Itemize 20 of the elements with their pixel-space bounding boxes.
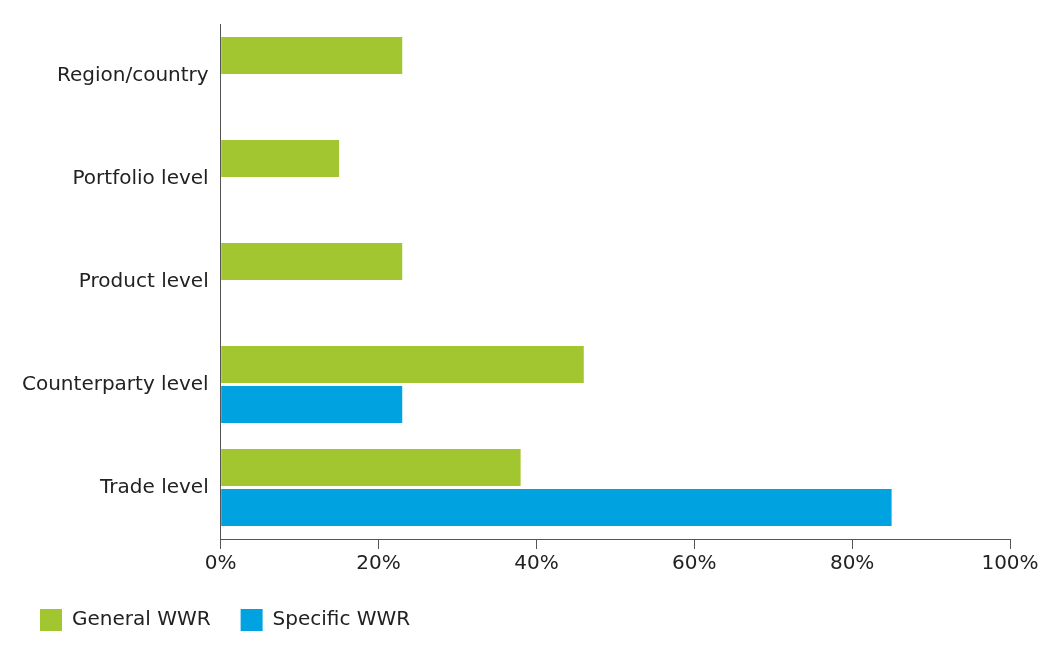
bar [221,36,403,74]
bar [221,242,403,280]
x-tick-label: 0% [204,550,237,575]
bar [221,345,584,383]
x-tick-label: 40% [514,550,559,575]
legend-label: Specific WWR [272,606,411,631]
y-tick-label: Trade level [99,473,209,498]
x-tick-label: 60% [672,550,717,575]
x-tick-label: 80% [829,550,875,575]
bar [221,386,403,424]
bar [221,489,892,527]
legend-label: General WWR [72,606,211,631]
bar [221,448,521,486]
bar [221,139,340,177]
x-tick-label: 100% [981,550,1039,575]
x-tick-label: 20% [356,550,401,575]
y-tick-label: Portfolio level [72,164,209,189]
y-tick-label: Product level [78,267,209,292]
y-tick-label: Counterparty level [21,370,209,395]
y-tick-label: Region/country [56,61,209,86]
